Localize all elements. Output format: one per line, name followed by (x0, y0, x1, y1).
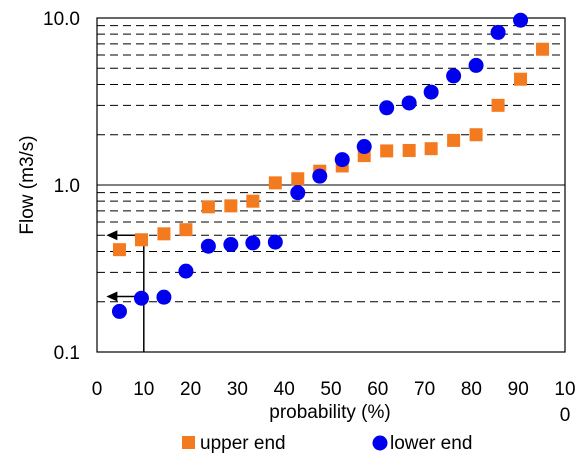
lower-end-point (490, 24, 506, 40)
lower-end-point (446, 68, 462, 84)
upper-end-point (134, 233, 148, 247)
x-tick-label: 40 (274, 379, 295, 400)
y-tick-label: 1.0 (54, 176, 80, 197)
lower-end-point (513, 12, 529, 28)
x-tick-labels: 0 10 20 30 40 50 60 70 80 90 10 0 (92, 379, 576, 426)
y-axis-title: Flow (m3/s) (17, 135, 38, 234)
upper-end-point (291, 172, 305, 186)
upper-end-point (224, 199, 238, 213)
lower-end-point (356, 139, 372, 155)
grid-lines (97, 25, 565, 303)
plot-area (96, 17, 566, 353)
upper-end-point (424, 142, 438, 156)
x-tick-label: 30 (227, 379, 248, 400)
upper-end-point (157, 227, 171, 241)
lower-end-point (223, 237, 239, 253)
lower-end-point (423, 84, 439, 100)
x-tick-label: 50 (320, 379, 341, 400)
upper-end-point (246, 194, 260, 208)
upper-end-point (447, 133, 461, 147)
legend: upper end lower end (182, 433, 472, 454)
lower-end-point (178, 263, 194, 279)
x-tick-label: 60 (367, 379, 388, 400)
series-lower-end (111, 12, 529, 319)
lower-end-point (401, 95, 417, 111)
upper-end-point (179, 223, 193, 237)
lower-end-point (133, 290, 149, 306)
lower-end-point (111, 303, 127, 319)
y-tick-labels: 0.1 1.0 10.0 (43, 9, 80, 364)
x-tick-label: 0 (92, 379, 103, 400)
upper-end-point (268, 176, 282, 190)
legend-marker-lower-end (372, 435, 388, 451)
x-tick-label: 90 (508, 379, 529, 400)
upper-end-point (514, 72, 528, 86)
upper-end-point (536, 42, 550, 56)
lower-end-point (379, 100, 395, 116)
y-tick-label: 10.0 (43, 9, 80, 30)
upper-end-point (380, 144, 394, 158)
annotation-arrow-head (106, 291, 118, 302)
x-tick-label: 80 (461, 379, 482, 400)
legend-label-lower-end: lower end (390, 433, 472, 454)
series-upper-end (112, 42, 550, 257)
x-tick-label: 20 (180, 379, 201, 400)
x-tick-label: 10 0 (554, 379, 575, 426)
lower-end-point (290, 185, 306, 201)
lower-end-point (200, 238, 216, 254)
x-tick-label: 70 (414, 379, 435, 400)
legend-label-upper-end: upper end (200, 433, 286, 454)
lower-end-point (267, 234, 283, 250)
upper-end-point (469, 128, 483, 142)
lower-end-point (156, 289, 172, 305)
lower-end-point (468, 57, 484, 73)
lower-end-point (245, 235, 261, 251)
lower-end-point (312, 168, 328, 184)
legend-marker-upper-end (182, 436, 195, 449)
annotation-arrow-head (106, 230, 118, 241)
upper-end-point (402, 143, 416, 157)
lower-end-point (334, 152, 350, 168)
y-tick-label: 0.1 (54, 343, 80, 364)
upper-end-point (201, 200, 215, 214)
x-tick-label: 10 (133, 379, 154, 400)
upper-end-point (112, 243, 126, 257)
upper-end-point (491, 98, 505, 112)
x-axis-title: probability (%) (269, 402, 390, 423)
